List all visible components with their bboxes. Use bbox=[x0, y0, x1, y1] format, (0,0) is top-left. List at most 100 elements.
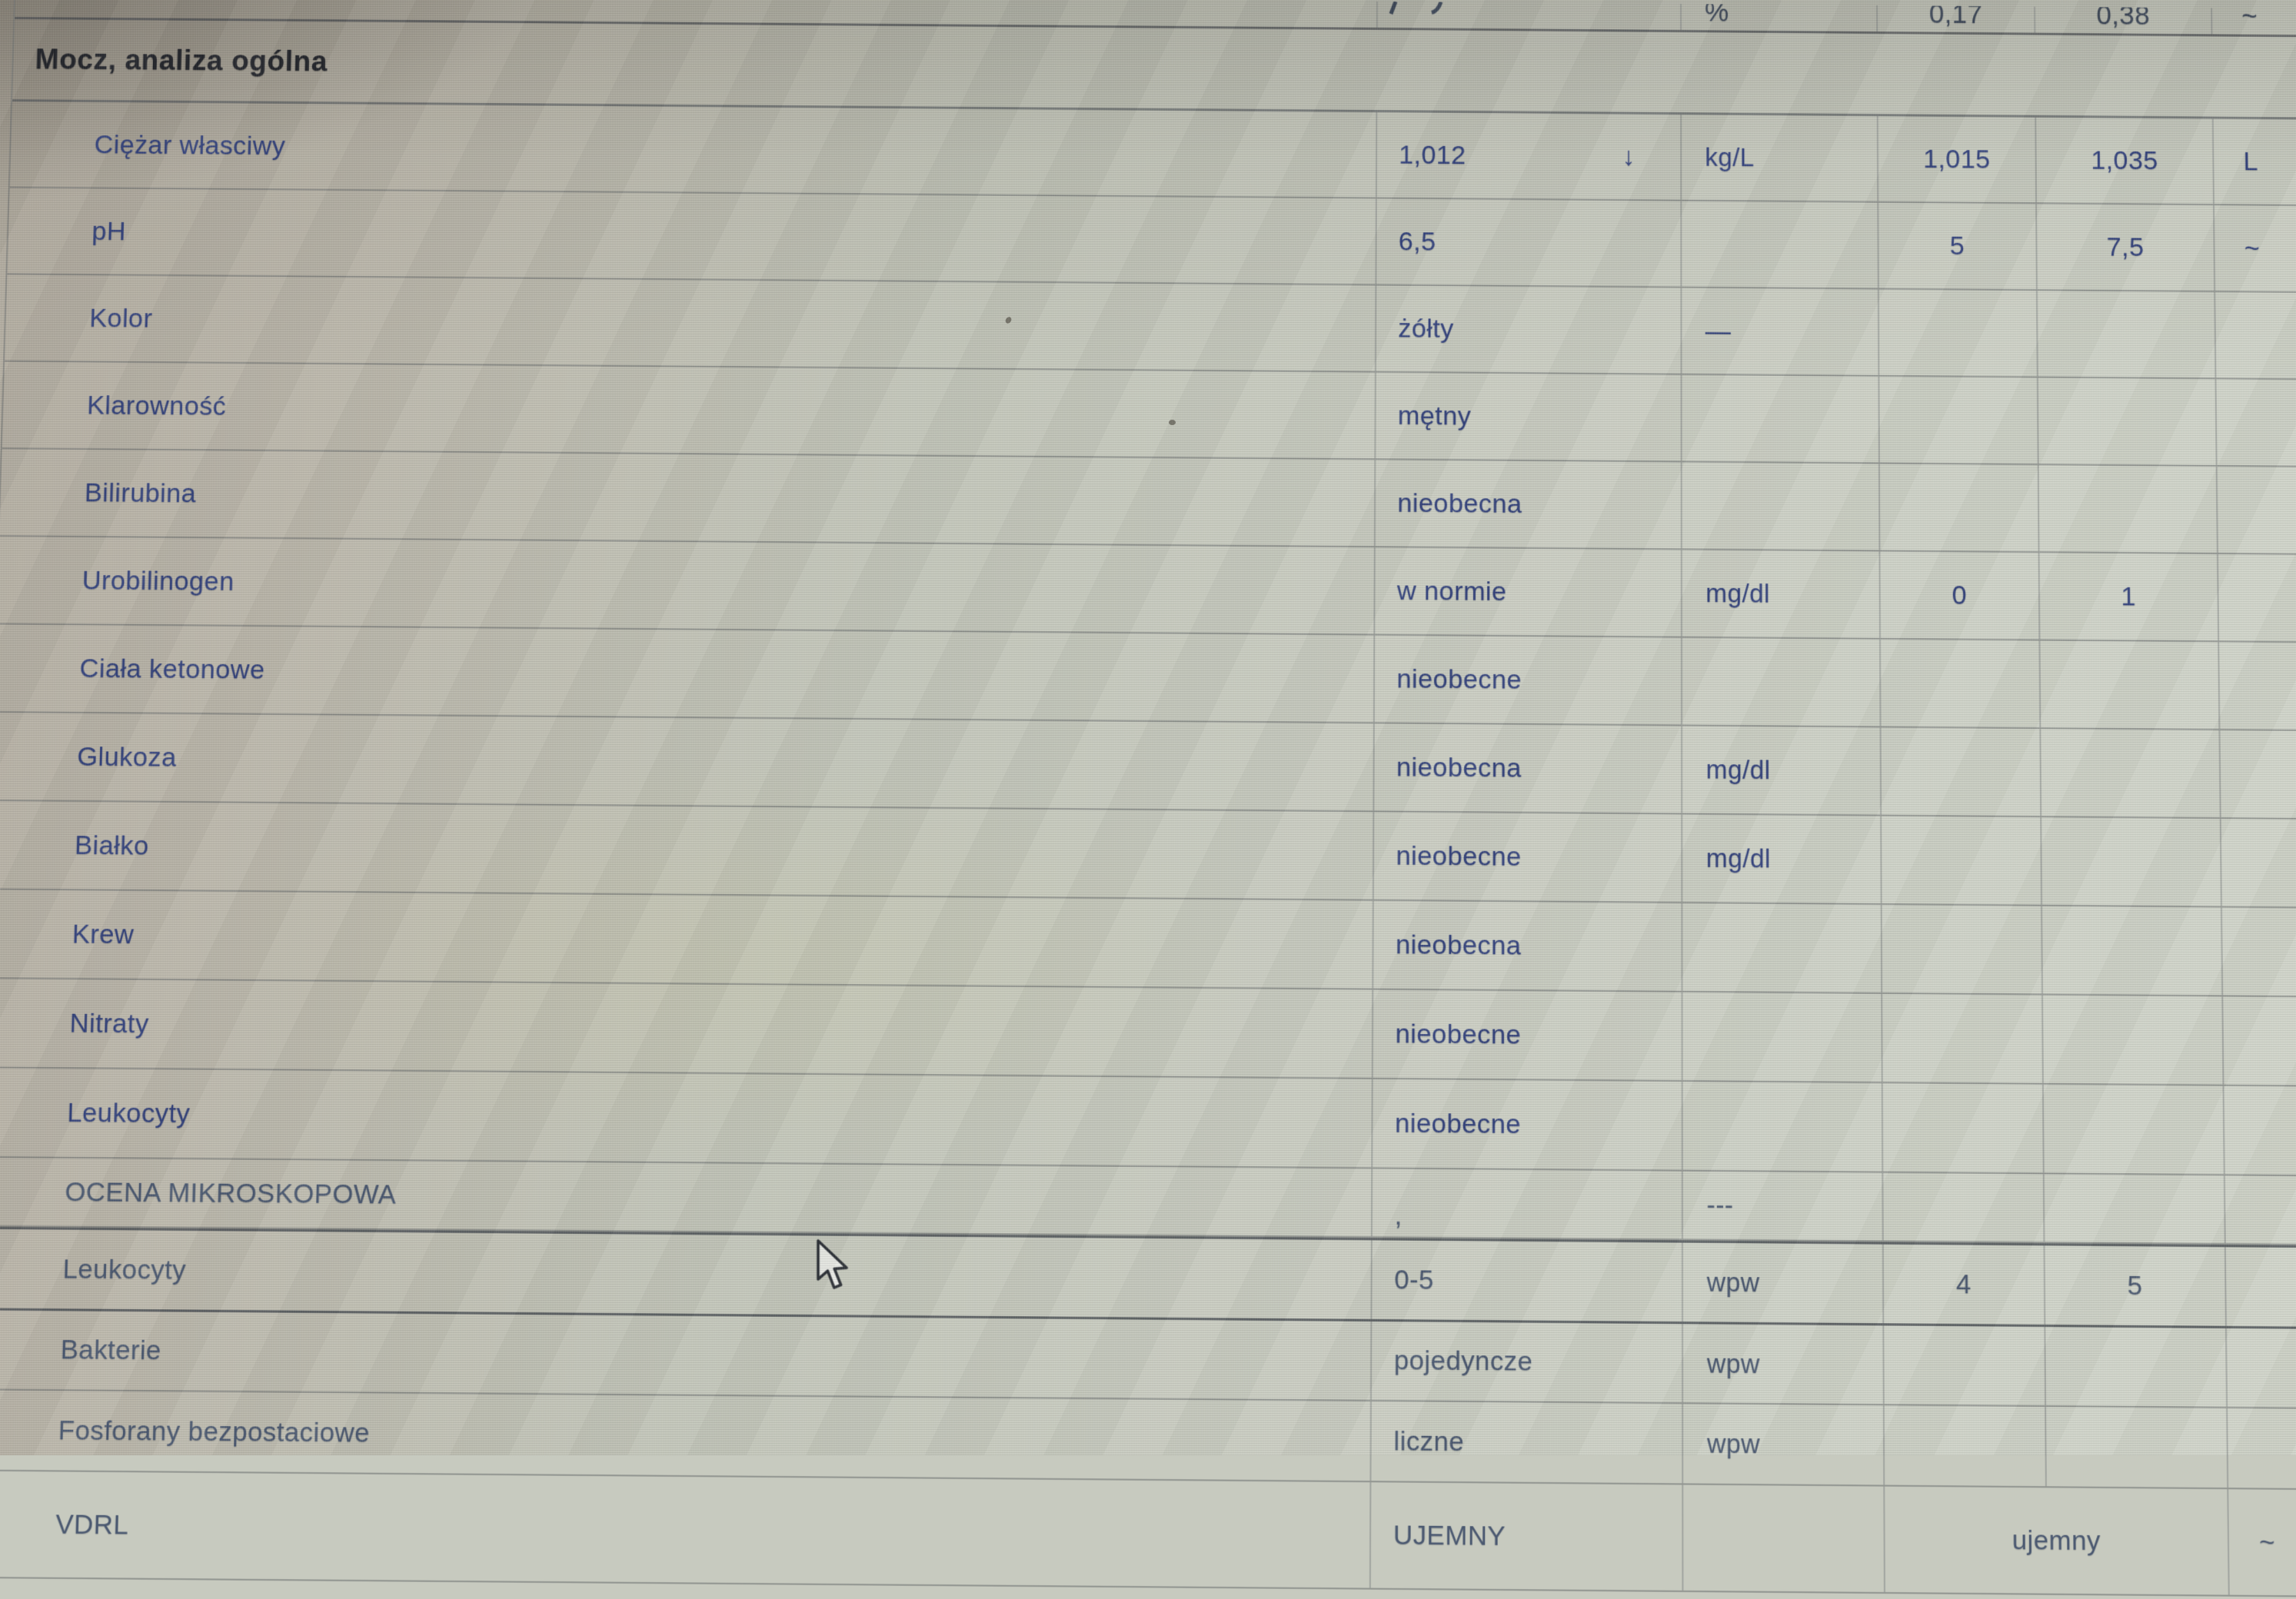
norm-min-cell bbox=[1879, 376, 2039, 464]
norm-max-cell: 5 bbox=[2045, 1245, 2227, 1326]
norm-min-cell bbox=[1881, 727, 2042, 816]
parameter-name: OCENA MIKROSKOPOWA bbox=[0, 1157, 1373, 1237]
norm-max-cell bbox=[2041, 729, 2221, 818]
norm-min-cell: 0 bbox=[1880, 551, 2041, 640]
parameter-name: Leukocyty bbox=[0, 1068, 1373, 1168]
result-value: 0-5 bbox=[1394, 1264, 1434, 1295]
norm-min-cell bbox=[1878, 289, 2038, 377]
norm-min-cell bbox=[1884, 1325, 2047, 1405]
partial-result-row[interactable]: % 0,17 0,38 ~ bbox=[15, 0, 2296, 38]
norm-min-cell bbox=[1882, 1083, 2045, 1173]
result-value: nieobecna bbox=[1396, 751, 1522, 783]
parameter-name: Urobilinogen bbox=[0, 537, 1376, 634]
flag-cell bbox=[2218, 467, 2296, 554]
unit-cell: mg/dl bbox=[1682, 726, 1882, 815]
norm-min-cell bbox=[1879, 464, 2040, 552]
flag-cell bbox=[2220, 730, 2296, 819]
unit-cell: --- bbox=[1682, 1171, 1884, 1241]
result-value: nieobecne bbox=[1396, 663, 1522, 695]
parameter-name: Klarowność bbox=[2, 361, 1376, 459]
result-value: UJEMNY bbox=[1393, 1519, 1506, 1551]
norm-min-cell bbox=[1883, 1172, 2045, 1242]
flag-cell bbox=[2228, 1408, 2296, 1489]
norm-min-cell: 1,015 bbox=[1878, 116, 2038, 203]
norm-max-cell: 1,035 bbox=[2036, 117, 2214, 204]
unit-cell bbox=[1682, 637, 1882, 726]
parameter-name: Krew bbox=[0, 889, 1374, 989]
parameter-name: Ciężar własciwy bbox=[9, 101, 1378, 198]
flag-cell bbox=[2226, 1247, 2296, 1327]
screen-photo-background bbox=[0, 0, 2296, 1455]
result-value: nieobecne bbox=[1396, 840, 1522, 872]
result-value: nieobecna bbox=[1395, 929, 1522, 961]
unit-cell bbox=[1682, 374, 1880, 463]
unit-cell: wpw bbox=[1682, 1242, 1885, 1324]
flag-cell bbox=[2216, 379, 2296, 466]
parameter-name: Nitraty bbox=[0, 979, 1374, 1078]
result-value: nieobecne bbox=[1395, 1018, 1522, 1050]
mouse-cursor-icon bbox=[817, 1239, 848, 1289]
dust-speck bbox=[1169, 420, 1176, 425]
flag-cell bbox=[2222, 908, 2296, 997]
parameter-name: Białko bbox=[0, 801, 1375, 899]
result-value: liczne bbox=[1393, 1425, 1465, 1457]
result-value: mętny bbox=[1397, 400, 1472, 431]
flag-cell: ~ bbox=[2258, 1526, 2276, 1557]
flag-cell: L bbox=[2243, 146, 2259, 176]
unit-cell bbox=[1682, 201, 1879, 288]
unit-cell: wpw bbox=[1683, 1324, 1885, 1405]
norm-min-cell bbox=[1882, 905, 2043, 994]
norm-max-cell bbox=[2045, 1327, 2228, 1407]
parameter-name: Fosforany bezpostaciowe bbox=[0, 1390, 1372, 1481]
norm-max-cell: 7,5 bbox=[2037, 204, 2216, 291]
flag-cell bbox=[2221, 819, 2296, 907]
norm-max-cell bbox=[2040, 640, 2221, 730]
lab-result-row[interactable]: VDRL UJEMNY ujemny ~ bbox=[0, 1471, 2296, 1598]
flag-cell: ~ bbox=[2244, 233, 2261, 263]
flag-cell bbox=[2218, 554, 2296, 642]
flag-cell bbox=[2225, 1175, 2296, 1245]
unit-cell bbox=[1683, 1484, 1885, 1592]
result-value: nieobecna bbox=[1397, 487, 1522, 519]
result-value: pojedyncze bbox=[1393, 1345, 1533, 1378]
unit-cell bbox=[1682, 903, 1883, 992]
norm-max-cell: 1 bbox=[2039, 553, 2220, 641]
norm-max-cell bbox=[2041, 817, 2222, 906]
norm-min-cell bbox=[1882, 993, 2044, 1083]
result-value: w normie bbox=[1396, 575, 1507, 607]
unit-cell bbox=[1682, 462, 1881, 550]
result-value: , bbox=[1394, 1200, 1403, 1232]
flag-cell bbox=[2223, 996, 2296, 1085]
parameter-name: Leukocyty bbox=[0, 1228, 1373, 1319]
parameter-name: Bilirubina bbox=[0, 449, 1376, 547]
norm-max-cell bbox=[2043, 995, 2224, 1085]
results-rows: Ciężar własciwy 1,012 ↓ kg/L 1,015 1,035… bbox=[0, 101, 2296, 1598]
parameter-name: Ciała ketonowe bbox=[0, 624, 1376, 723]
flag-cell bbox=[2227, 1328, 2296, 1408]
flag-cell bbox=[2219, 642, 2296, 730]
unit-cell bbox=[1682, 992, 1883, 1082]
norm-max-cell bbox=[2046, 1407, 2229, 1488]
norm-min-cell bbox=[1884, 1405, 2047, 1487]
result-value-cell bbox=[1377, 1, 1682, 30]
norm-max-cell bbox=[2044, 1174, 2226, 1244]
norm-max-cell bbox=[2038, 377, 2218, 465]
parameter-name: Glukoza bbox=[0, 713, 1375, 811]
unit-cell: % bbox=[1705, 0, 1729, 28]
unit-cell: — bbox=[1682, 288, 1880, 375]
unit-cell: mg/dl bbox=[1682, 814, 1882, 904]
norm-max-cell bbox=[2037, 291, 2217, 378]
result-value: 6,5 bbox=[1398, 226, 1436, 257]
parameter-name: VDRL bbox=[0, 1471, 1372, 1588]
norm-min-cell: ujemny bbox=[1885, 1486, 2230, 1595]
section-title: Mocz, analiza ogólna bbox=[35, 43, 328, 78]
parameter-name: Bakterie bbox=[0, 1310, 1373, 1400]
parameter-name: Kolor bbox=[5, 274, 1377, 371]
low-arrow-icon: ↓ bbox=[1622, 141, 1636, 171]
unit-cell bbox=[1682, 1082, 1884, 1172]
unit-cell: wpw bbox=[1683, 1404, 1885, 1485]
norm-max-cell bbox=[2038, 465, 2218, 553]
norm-min-cell bbox=[1882, 816, 2043, 905]
